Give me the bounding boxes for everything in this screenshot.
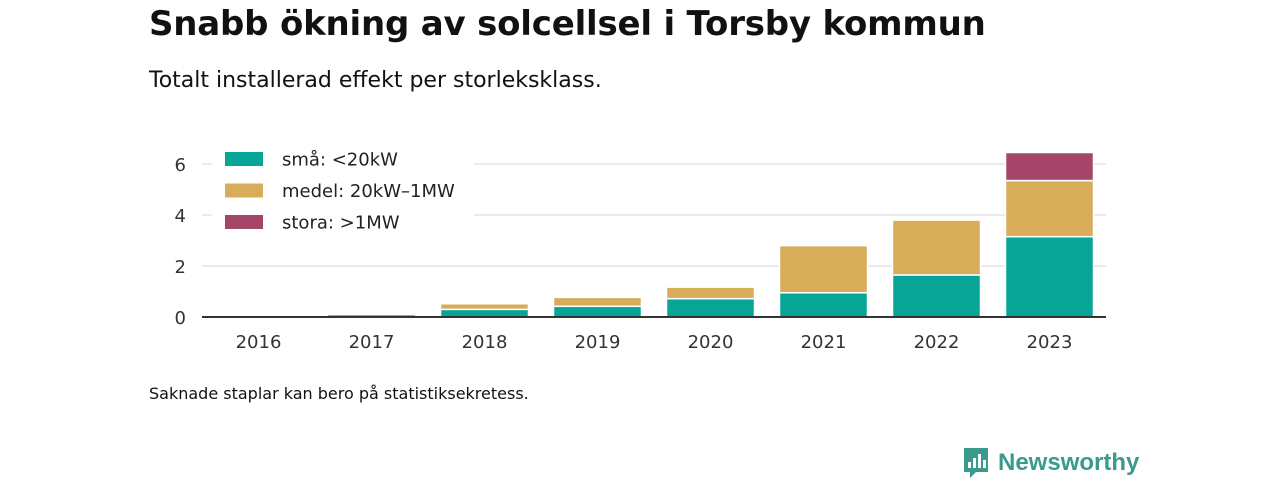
bar-segment bbox=[552, 305, 643, 318]
x-tick-label: 2020 bbox=[688, 332, 734, 353]
legend: små: <20kW medel: 20kW–1MW stora: >1MW bbox=[212, 142, 474, 242]
bar-segment bbox=[1004, 179, 1095, 238]
x-tick-label: 2023 bbox=[1027, 332, 1073, 353]
y-axis-ticks: 0 2 4 6 bbox=[175, 155, 186, 329]
bar-segment bbox=[439, 302, 530, 311]
x-tick-label: 2022 bbox=[914, 332, 960, 353]
bar-segment bbox=[778, 244, 869, 294]
x-tick-label: 2017 bbox=[349, 332, 395, 353]
bar-segment bbox=[891, 274, 982, 318]
chart-subtitle: Totalt installerad effekt per storlekskl… bbox=[149, 68, 602, 93]
bars bbox=[213, 151, 1095, 318]
legend-label: stora: >1MW bbox=[282, 213, 400, 234]
x-tick-label: 2021 bbox=[801, 332, 847, 353]
bar-segment bbox=[778, 292, 869, 318]
y-tick-label: 6 bbox=[175, 155, 186, 176]
bar-segment bbox=[1004, 151, 1095, 182]
legend-swatch bbox=[225, 183, 263, 198]
bar-segment bbox=[552, 296, 643, 308]
footnote: Saknade staplar kan bero på statistiksek… bbox=[149, 384, 529, 403]
bar-segment bbox=[891, 219, 982, 276]
legend-swatch bbox=[225, 152, 263, 166]
y-tick-label: 0 bbox=[175, 308, 186, 329]
brand-logo: Newsworthy bbox=[962, 446, 1139, 480]
bar-segment bbox=[665, 297, 756, 318]
y-tick-label: 2 bbox=[175, 257, 186, 278]
x-tick-label: 2018 bbox=[462, 332, 508, 353]
bar-segment bbox=[1004, 235, 1095, 318]
bar-segment bbox=[326, 313, 417, 316]
x-tick-label: 2019 bbox=[575, 332, 621, 353]
x-axis-ticks: 2016 2017 2018 2019 2020 2021 2022 2023 bbox=[236, 332, 1073, 353]
legend-label: medel: 20kW–1MW bbox=[282, 181, 455, 202]
legend-label: små: <20kW bbox=[282, 150, 398, 171]
chart-title: Snabb ökning av solcellsel i Torsby komm… bbox=[149, 4, 986, 44]
y-tick-label: 4 bbox=[175, 206, 186, 227]
stacked-bar-chart: 0 2 4 6 2016 2017 2018 2019 2020 2021 2022 2023 sm… bbox=[174, 142, 1106, 353]
bar-segment bbox=[665, 286, 756, 300]
x-tick-label: 2016 bbox=[236, 332, 282, 353]
brand-name: Newsworthy bbox=[998, 449, 1140, 476]
newsworthy-logo-icon bbox=[964, 448, 988, 478]
legend-swatch bbox=[225, 215, 263, 229]
bar-segment bbox=[439, 308, 530, 318]
